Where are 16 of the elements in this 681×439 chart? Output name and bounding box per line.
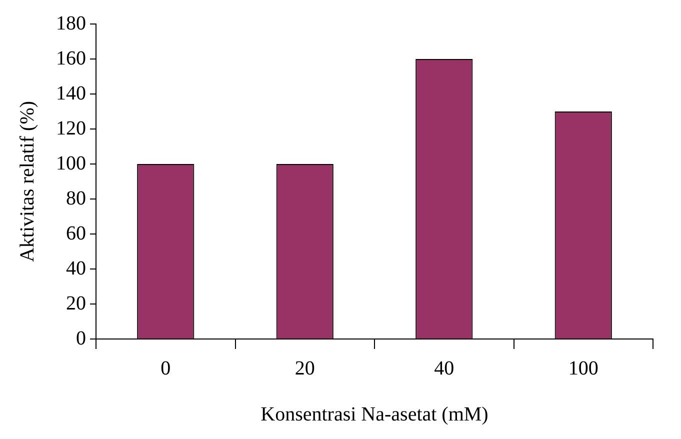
y-tick-label: 40 [66, 257, 86, 280]
y-tick-label: 140 [56, 82, 86, 104]
y-tick-label: 80 [66, 187, 86, 210]
y-tick-label: 0 [76, 327, 86, 350]
x-tick-label: 40 [434, 357, 454, 380]
y-tick-label: 100 [56, 152, 86, 174]
y-tick-label: 60 [66, 222, 86, 244]
y-tick-label: 120 [56, 117, 86, 140]
y-tick-label: 20 [66, 292, 86, 314]
x-tick-label: 0 [160, 357, 171, 380]
x-axis-title: Konsentrasi Na-asetat (mM) [260, 403, 488, 426]
y-axis-title: Aktivitas relatif (%) [16, 100, 38, 262]
y-tick-label: 160 [56, 47, 86, 70]
x-tick-label: 20 [294, 357, 315, 380]
y-tick-label: 180 [56, 12, 86, 34]
x-tick-label: 100 [568, 357, 598, 380]
